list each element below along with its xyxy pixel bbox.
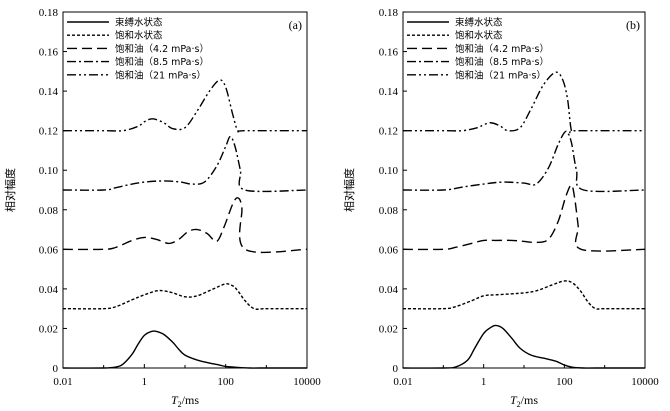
legend-label: 饱和油（21 mPa·s） [115,69,206,81]
x-tick-label: 1 [481,376,487,388]
series-line-3 [402,184,646,252]
y-tick-label: 0.18 [379,7,399,19]
series-line-1 [62,330,307,369]
y-tick-label: 0.16 [39,47,59,59]
series-line-5 [62,79,307,133]
x-tick-label: 10000 [293,376,321,388]
y-tick-label: 0.06 [379,244,399,256]
y-tick-label: 0.14 [379,86,399,98]
y-tick-label: 0.02 [39,323,58,335]
series-line-5 [402,71,645,134]
legend-label: 束缚水状态 [455,17,503,29]
legend-label: 束缚水状态 [115,17,163,29]
y-tick-label: 0.16 [379,47,399,59]
legend-label: 饱和水状态 [115,30,163,42]
legend-label: 饱和油（8.5 mPa·s） [115,56,209,68]
y-tick-label: 0.12 [379,126,398,138]
series-line-4 [62,135,308,193]
x-tick-label: 100 [217,376,234,388]
panel-label: (b) [626,18,640,32]
y-tick-label: 0.08 [379,205,399,217]
x-tick-label: 10000 [631,376,659,388]
y-tick-label: 0 [393,363,399,375]
y-tick-label: 0.12 [39,126,58,138]
y-tick-label: 0.04 [39,284,59,296]
y-tick-label: 0.10 [379,165,399,177]
series-line-3 [62,197,308,254]
series-line-2 [62,283,307,310]
x-axis-label: T2/ms [510,393,538,409]
panel-label: (a) [289,18,302,32]
x-tick-label: 100 [556,376,573,388]
chart-panel-a: 0 0.02 0.04 0.06 0.08 0.10 0.12 0.14 0.16 0.18 0.0… [3,7,321,409]
x-tick-label: 0.01 [393,376,412,388]
x-axis-label: T2/ms [171,393,199,409]
y-axis-label: 相对幅度 [3,168,17,212]
legend-label: 饱和油（4.2 mPa·s） [455,43,549,55]
legend-label: 饱和油（21 mPa·s） [455,69,546,81]
y-tick-label: 0.08 [39,205,59,217]
legend-label: 饱和油（8.5 mPa·s） [455,56,549,68]
x-tick-label: 0.01 [53,376,72,388]
legend-label: 饱和油（4.2 mPa·s） [115,43,209,55]
series-line-4 [402,130,646,193]
y-tick-label: 0.18 [39,7,59,19]
y-axis-label: 相对幅度 [342,168,356,212]
legend-label: 饱和水状态 [455,30,503,42]
y-tick-label: 0.10 [39,165,59,177]
y-tick-label: 0.14 [39,86,59,98]
y-tick-label: 0.04 [379,284,399,296]
chart-panel-b: 0 0.02 0.04 0.06 0.08 0.10 0.12 0.14 0.16 0.18 0.0… [342,7,659,409]
series-line-1 [402,324,645,369]
y-tick-label: 0.02 [379,323,398,335]
y-tick-label: 0 [53,363,59,375]
y-tick-label: 0.06 [39,244,59,256]
x-tick-label: 1 [142,376,148,388]
series-line-2 [402,280,645,310]
